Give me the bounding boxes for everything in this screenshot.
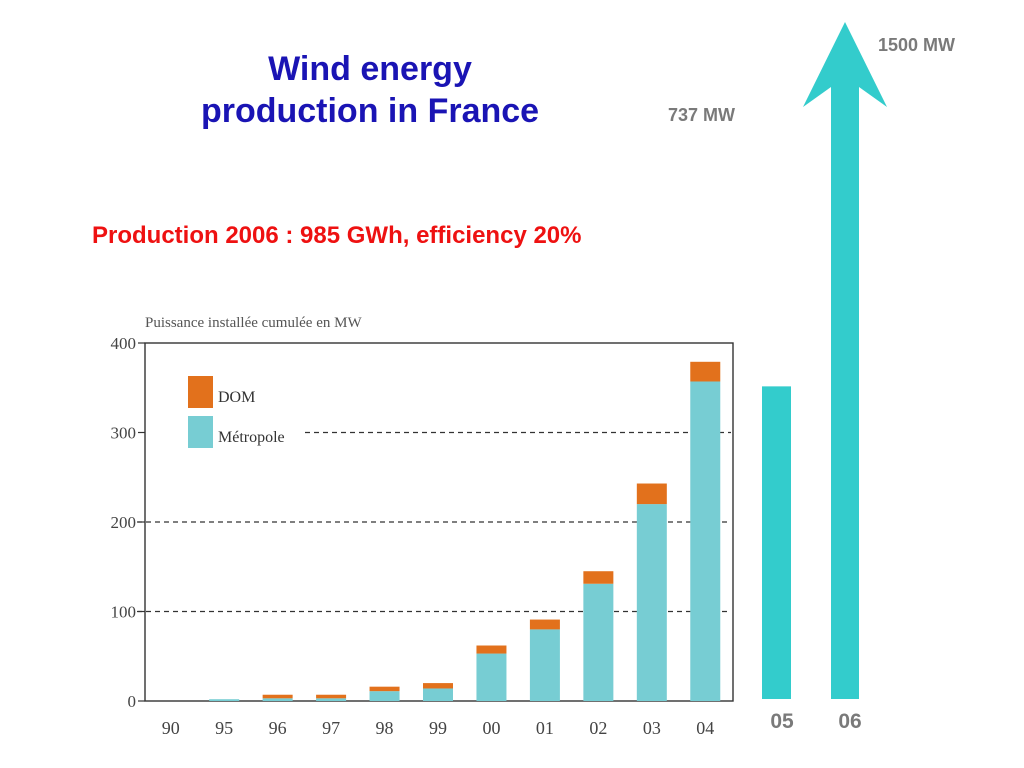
bar-dom-04 [690, 361, 721, 382]
slide-title-line-2: production in France [200, 92, 540, 130]
y-tick-label-0: 0 [128, 692, 137, 711]
bar-metropole-97 [316, 698, 347, 701]
x-tick-label-03: 03 [643, 718, 661, 738]
bar-06-arrow [803, 22, 887, 699]
production-subtitle: Production 2006 : 985 GWh, efficiency 20… [92, 222, 582, 249]
bar-dom-97 [316, 694, 347, 699]
y-tick-label-200: 200 [111, 513, 137, 532]
bar-06-value-label: 1500 MW [878, 35, 956, 55]
bar-dom-99 [423, 683, 453, 689]
x-tick-label-01: 01 [536, 718, 554, 738]
bar-metropole-00 [476, 653, 507, 701]
bar-dom-98 [369, 686, 400, 692]
bar-dom-00 [476, 645, 507, 654]
slide-title: Wind energy production in France [150, 48, 590, 132]
bar-dom-96 [262, 694, 293, 699]
bar-metropole-01 [529, 629, 560, 701]
legend-label-dom: DOM [218, 389, 255, 406]
bar-metropole-98 [369, 691, 400, 701]
x-tick-label-99: 99 [429, 718, 447, 738]
bar-dom-02 [583, 571, 614, 584]
bar-06-year-label: 06 [838, 710, 862, 733]
x-tick-label-04: 04 [696, 718, 714, 738]
x-tick-label-96: 96 [269, 718, 287, 738]
x-tick-label-98: 98 [376, 718, 394, 738]
bar-metropole-02 [583, 583, 614, 701]
y-tick-label-300: 300 [111, 424, 137, 443]
bar-metropole-99 [423, 688, 453, 701]
bar-dom-03 [636, 483, 667, 505]
bar-05-value-label: 737 MW [668, 105, 736, 125]
bar-05-year-label: 05 [770, 710, 794, 733]
bar-05 [762, 386, 791, 699]
bar-dom-01 [529, 619, 560, 630]
bar-metropole-03 [636, 504, 667, 701]
x-tick-label-00: 00 [482, 718, 500, 738]
x-tick-label-97: 97 [322, 718, 340, 738]
x-tick-label-02: 02 [589, 718, 607, 738]
x-tick-label-90: 90 [162, 718, 180, 738]
legend-swatch-metropole [188, 416, 213, 448]
bar-metropole-95 [209, 699, 240, 701]
slide-title-line-1: Wind energy [268, 50, 472, 88]
y-tick-label-100: 100 [111, 603, 137, 622]
y-tick-label-400: 400 [111, 334, 137, 353]
legend-label-metropole: Métropole [218, 429, 285, 446]
legend-swatch-dom [188, 376, 213, 408]
chart-title: Puissance installée cumulée en MW [145, 315, 362, 331]
x-tick-label-95: 95 [215, 718, 233, 738]
bar-metropole-04 [690, 381, 721, 701]
bar-metropole-96 [262, 698, 293, 701]
